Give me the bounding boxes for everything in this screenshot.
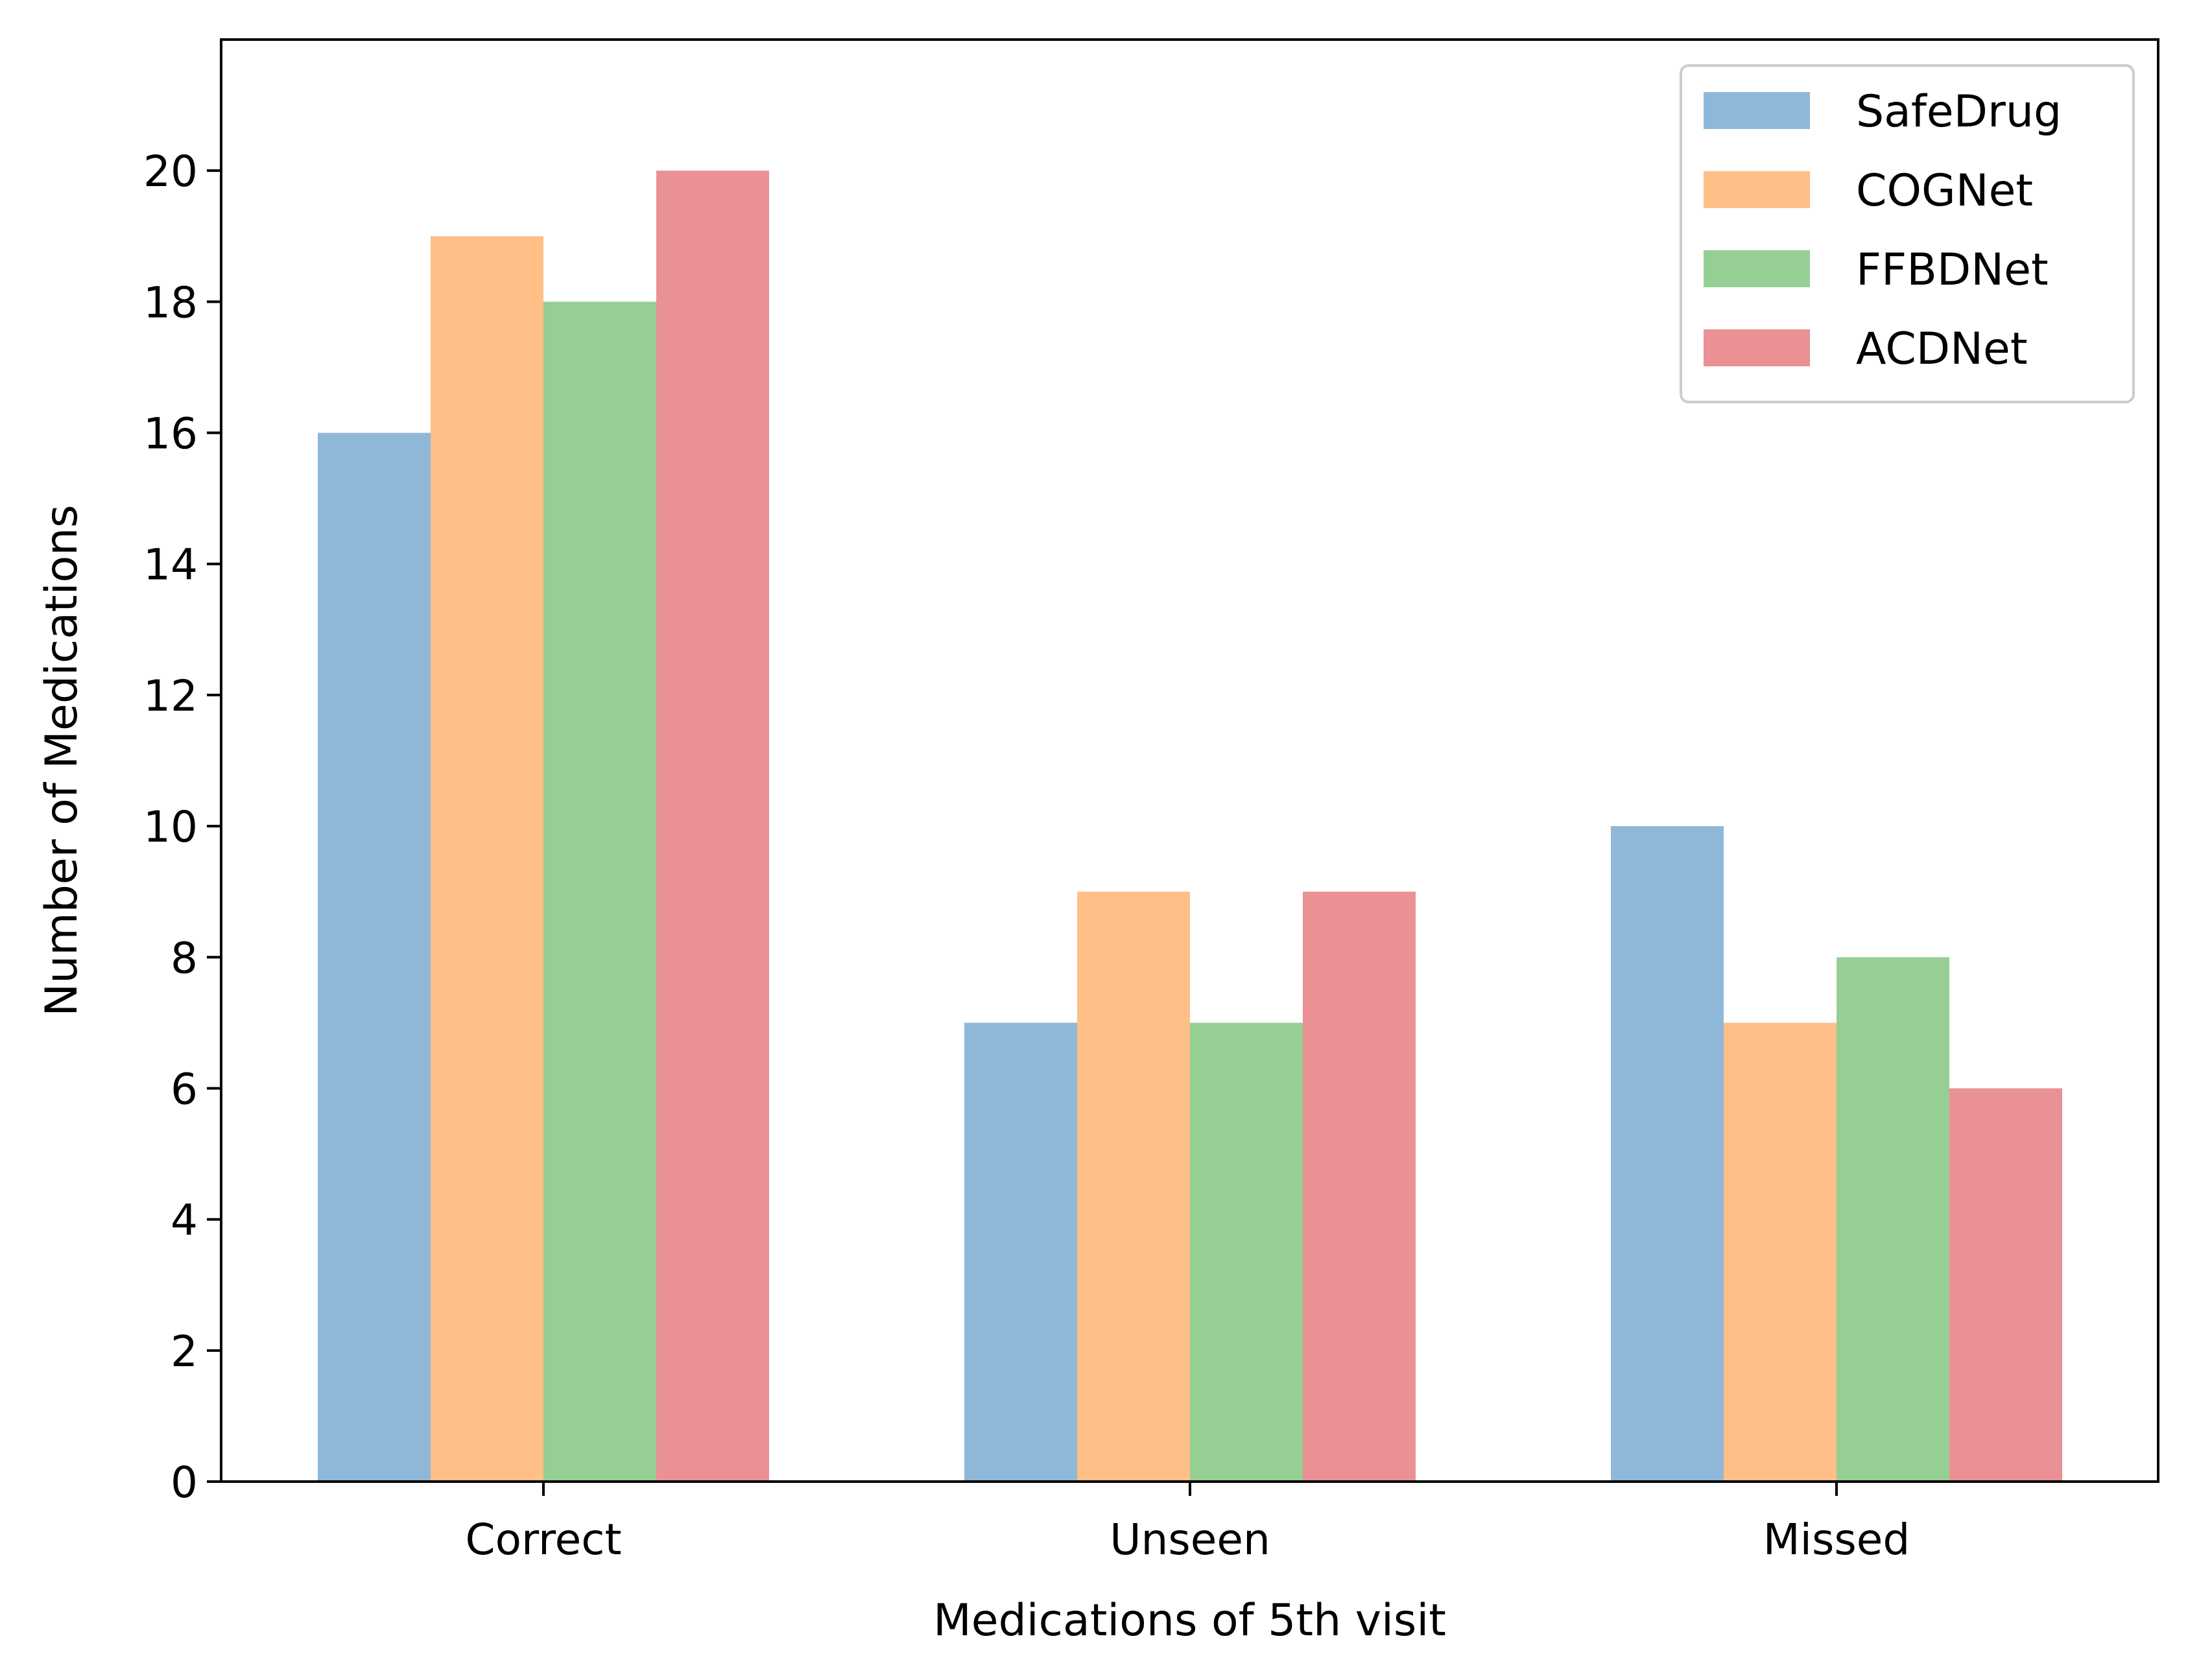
y-tick-label: 14	[143, 540, 198, 590]
y-axis-ticks: 0 2 4 6 8 10 12 14 16 18 20	[143, 147, 221, 1508]
legend-label-safedrug: SafeDrug	[1856, 86, 2062, 137]
legend-frame	[1680, 64, 2135, 403]
x-tick-label-correct: Correct	[466, 1515, 622, 1565]
bar-cognet-unseen	[1077, 892, 1190, 1482]
bar-acdnet-missed	[1949, 1088, 2062, 1482]
x-tick-label-missed: Missed	[1763, 1515, 1910, 1565]
bar-cognet-missed	[1724, 1023, 1837, 1482]
y-axis-label: Number of Medications	[36, 504, 88, 1016]
y-tick-label: 18	[143, 278, 198, 327]
bar-ffbdnet-missed	[1837, 957, 1949, 1482]
y-tick-label: 4	[171, 1196, 198, 1246]
bar-safedrug-unseen	[964, 1023, 1077, 1482]
bars-layer	[318, 171, 2062, 1482]
bar-acdnet-unseen	[1303, 892, 1416, 1482]
y-tick-label: 10	[143, 802, 198, 852]
bar-acdnet-correct	[656, 171, 769, 1482]
legend-swatch-ffbdnet	[1704, 250, 1810, 287]
bar-ffbdnet-correct	[543, 302, 656, 1482]
x-axis-label: Medications of 5th visit	[933, 1595, 1446, 1646]
legend-swatch-safedrug	[1704, 92, 1810, 129]
y-tick-label: 20	[143, 147, 198, 196]
x-axis-ticks: Correct Unseen Missed	[466, 1482, 1910, 1565]
legend-label-ffbdnet: FFBDNet	[1856, 244, 2049, 296]
y-tick-label: 8	[171, 933, 198, 983]
legend: SafeDrug COGNet FFBDNet ACDNet	[1680, 64, 2135, 403]
y-tick-label: 6	[171, 1064, 198, 1114]
bar-cognet-correct	[431, 236, 543, 1482]
y-tick-label: 2	[171, 1327, 198, 1377]
legend-swatch-cognet	[1704, 171, 1810, 208]
y-tick-label: 16	[143, 409, 198, 459]
plot-frame	[220, 38, 2159, 1483]
bar-safedrug-missed	[1611, 826, 1724, 1482]
legend-label-acdnet: ACDNet	[1856, 324, 2028, 375]
bar-safedrug-correct	[318, 432, 431, 1482]
bar-ffbdnet-unseen	[1190, 1023, 1303, 1482]
y-tick-label: 12	[143, 671, 198, 721]
legend-label-cognet: COGNet	[1856, 165, 2033, 217]
x-tick-label-unseen: Unseen	[1110, 1515, 1270, 1565]
legend-swatch-acdnet	[1704, 329, 1810, 366]
y-tick-label: 0	[171, 1458, 198, 1508]
